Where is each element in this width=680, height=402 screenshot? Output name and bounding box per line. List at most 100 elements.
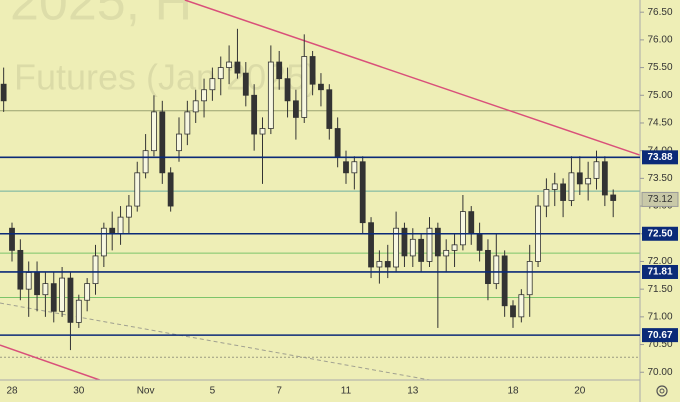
candle-body	[485, 249, 491, 285]
x-tick-label: 20	[574, 386, 586, 397]
candle-body	[167, 172, 174, 207]
key-level-box	[642, 328, 678, 343]
y-tick-label: 70.00	[647, 367, 672, 378]
x-tick-label: 11	[341, 386, 352, 397]
y-tick-label: 73.50	[647, 173, 672, 184]
candle-body	[451, 244, 458, 251]
x-tick-label: 28	[6, 386, 18, 397]
candle-body	[134, 172, 141, 207]
candle-body	[576, 172, 583, 185]
candle-body	[493, 255, 500, 285]
candle-body	[217, 67, 224, 80]
candle-body	[468, 211, 475, 235]
candle-body	[267, 61, 274, 129]
x-tick-label: 5	[210, 386, 216, 397]
y-tick-label: 71.00	[647, 311, 672, 322]
candle-body	[343, 161, 349, 174]
candle-body	[543, 189, 550, 207]
candle-body	[610, 194, 617, 201]
key-level-box	[642, 226, 678, 241]
candle-body	[334, 128, 341, 157]
candle-body	[409, 238, 416, 257]
watermark-year: 2025, H	[10, 0, 192, 32]
candle-body	[201, 89, 207, 102]
candle-body	[368, 222, 374, 268]
key-level-label: 71.81	[647, 267, 672, 278]
candle-body	[443, 249, 450, 257]
y-tick-label: 75.00	[647, 90, 672, 101]
candle-body	[75, 299, 82, 323]
y-tick-label: 75.50	[647, 62, 672, 73]
candle-body	[426, 227, 433, 262]
candle-body	[393, 227, 400, 268]
candle-body	[67, 277, 74, 323]
key-level-box	[642, 264, 678, 279]
candle-body	[117, 216, 124, 235]
candle-body	[568, 172, 575, 201]
trendline	[0, 344, 100, 380]
trendline	[184, 0, 640, 156]
candle-body	[359, 161, 366, 224]
x-tick-label: 13	[407, 386, 419, 397]
candle-body	[501, 255, 508, 307]
candle-body	[318, 83, 324, 91]
y-tick-label: 70.50	[647, 339, 672, 350]
candle-body	[176, 133, 182, 152]
x-tick-label: 30	[73, 386, 85, 397]
key-level-box	[642, 150, 678, 165]
candle-body	[376, 261, 383, 268]
plot-area: 2025, H Futures (Jan 2025)	[0, 0, 640, 380]
x-tick-label: Nov	[137, 386, 155, 397]
candle-body	[510, 305, 516, 318]
candle-body	[50, 283, 57, 312]
candle-body	[518, 294, 525, 318]
candle-body	[585, 177, 592, 185]
candle-body	[17, 249, 24, 290]
candle-body	[601, 161, 608, 196]
candle-body	[42, 283, 49, 296]
candle-body	[59, 277, 65, 312]
candle-body	[251, 94, 258, 135]
key-level-label: 70.67	[647, 330, 672, 341]
candle-body	[560, 183, 566, 201]
settings-gear-hub[interactable]	[659, 388, 665, 394]
watermark-symbol: Futures (Jan 2025)	[14, 57, 318, 98]
settings-icon[interactable]	[656, 385, 668, 397]
candle-body	[142, 150, 149, 174]
candle-body	[151, 111, 157, 152]
candle-body	[259, 128, 266, 135]
candle-body	[184, 111, 191, 135]
key-level-label: 73.88	[647, 152, 672, 163]
last-price-label: 73.12	[647, 194, 672, 205]
candle-body	[593, 161, 600, 179]
y-tick-label: 74.50	[647, 118, 672, 129]
candle-body	[226, 61, 233, 68]
key-level-label: 72.50	[647, 228, 672, 239]
candle-body	[301, 56, 308, 118]
candle-body	[34, 272, 40, 296]
y-tick-label: 72.00	[647, 256, 672, 267]
x-tick-label: 18	[507, 386, 519, 397]
candle-body	[92, 255, 99, 285]
candle-body	[9, 227, 15, 251]
candle-body	[526, 261, 533, 296]
candle-body	[192, 100, 199, 113]
y-tick-label: 76.50	[647, 7, 672, 18]
candle-body	[0, 83, 7, 102]
candle-body	[209, 78, 216, 91]
candle-body	[459, 211, 466, 246]
candle-body	[100, 227, 107, 257]
candle-body	[84, 283, 91, 301]
candle-body	[126, 205, 132, 218]
candle-body	[276, 61, 283, 80]
candle-body	[284, 78, 291, 102]
candle-body	[292, 100, 299, 118]
candle-body	[326, 89, 333, 129]
candle-body	[401, 227, 408, 257]
settings-gear[interactable]	[656, 385, 668, 397]
last-price-box	[641, 191, 679, 207]
candle-body	[309, 56, 316, 85]
y-tick-label: 76.00	[647, 35, 672, 46]
candle-body	[551, 183, 558, 190]
